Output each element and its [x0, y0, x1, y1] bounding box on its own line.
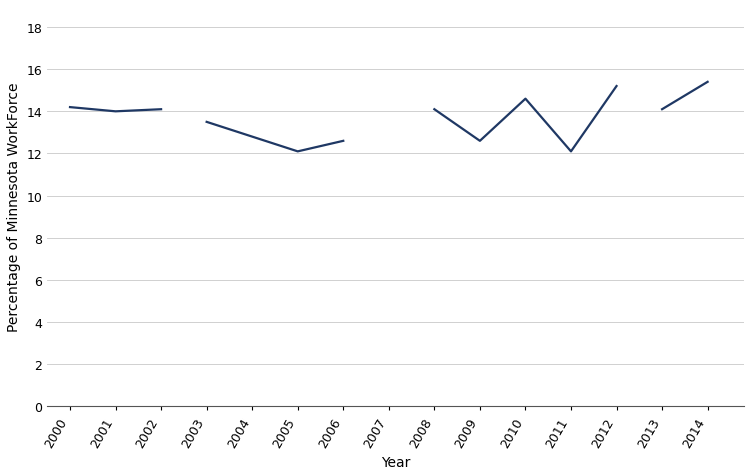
X-axis label: Year: Year	[381, 455, 410, 469]
Y-axis label: Percentage of Minnesota WorkForce: Percentage of Minnesota WorkForce	[7, 82, 21, 331]
